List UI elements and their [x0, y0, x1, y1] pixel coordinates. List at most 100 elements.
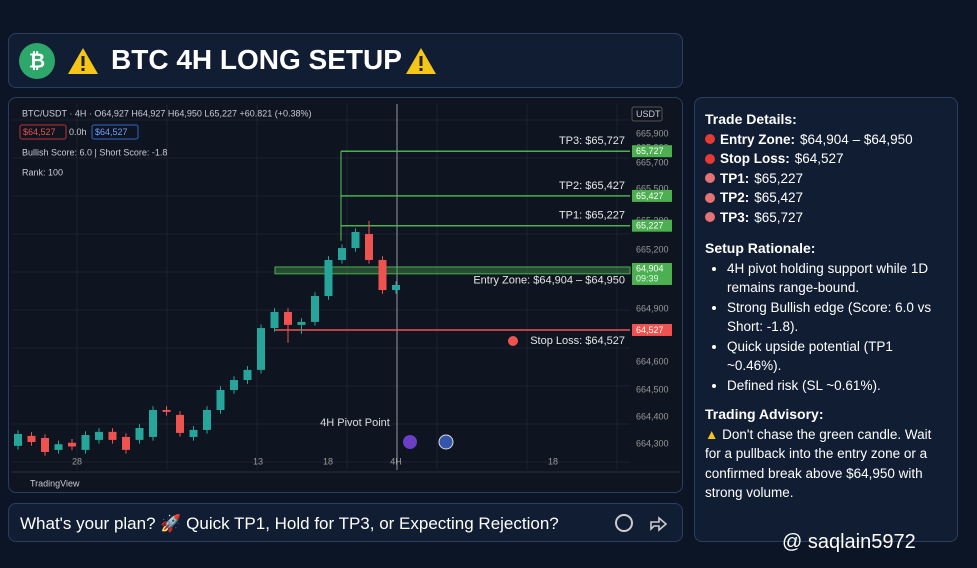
candle-body: [162, 409, 171, 412]
x-label: 4H: [390, 456, 402, 466]
detail-label: Entry Zone:: [720, 131, 796, 147]
price-label: 665,500: [636, 183, 669, 193]
candle-body: [54, 444, 63, 450]
price-label: 664,300: [636, 438, 669, 448]
badge-bg: [19, 124, 67, 140]
tp-tag-bg: [632, 145, 672, 158]
detail-row: TP1: $65,227: [705, 169, 947, 189]
detail-row: Stop Loss: $64,527: [705, 149, 947, 169]
event-icon: [438, 434, 454, 450]
detail-label: TP2:: [720, 190, 750, 205]
candle-body: [270, 311, 279, 329]
detail-row: TP3: $65,727: [705, 208, 947, 228]
candle-body: [311, 296, 319, 322]
tp-label: TP3: $65,727: [559, 135, 625, 147]
entry-time: 09:39: [636, 273, 659, 283]
badge: $64,527: [23, 127, 56, 137]
price-label: 664,900: [636, 303, 669, 313]
btc-icon: ₿: [29, 50, 45, 72]
annotation: 4H Pivot Point: [320, 417, 390, 429]
detail-icon: [705, 212, 715, 223]
symbol-line: BTC/USDT · 4H · O64,927 H64,927 H64,950 …: [22, 108, 312, 118]
badge: 0.0h: [69, 127, 87, 137]
x-label: 28: [72, 456, 82, 466]
x-label: 18: [323, 456, 333, 466]
stop-label: Stop Loss: $64,527: [530, 335, 625, 347]
candle-body: [95, 431, 103, 440]
price-label: 664,400: [636, 411, 669, 421]
candle-body: [27, 435, 36, 442]
tp-label: TP1: $65,227: [559, 210, 625, 222]
tp-tag-bg: [632, 189, 672, 202]
candle-body: [378, 259, 387, 291]
candle-body: [243, 369, 252, 381]
title-box: ₿ BTC 4H LONG SETUP: [8, 33, 683, 88]
x-label: 13: [253, 456, 263, 466]
watermark: @ saqlain5972: [782, 531, 916, 553]
candle-body: [392, 284, 400, 291]
detail-label: Stop Loss:: [720, 151, 790, 166]
detail-icon: [705, 153, 715, 164]
rationale-item: Strong Bullish edge (Score: 6.0 vs Short…: [727, 298, 947, 337]
candle-body: [176, 414, 184, 433]
event-icon: [403, 435, 417, 449]
entry-tag: 64,904: [636, 263, 664, 273]
section-title: Setup Rationale:: [705, 240, 816, 256]
candle-body: [230, 380, 238, 391]
detail-value: $65,727: [754, 209, 804, 225]
entry-zone: [274, 266, 631, 275]
warning-icon: [68, 48, 98, 74]
footer-box: What's your plan? 🚀 Quick TP1, Hold for …: [8, 503, 683, 542]
source: TradingView: [30, 478, 80, 488]
currency: USDT: [636, 109, 661, 119]
action-icons[interactable]: [609, 509, 669, 539]
detail-value: $64,904 – $64,950: [800, 131, 913, 147]
detail-value: $65,227: [754, 170, 804, 186]
section-title: Trading Advisory:: [705, 406, 824, 422]
chart-box: [8, 97, 683, 493]
candle-body: [284, 311, 292, 325]
trade-panel: Trade Details: Entry Zone: $64,904 – $64,…: [694, 97, 958, 542]
candle-body: [324, 259, 333, 297]
candle-body: [351, 231, 360, 249]
candle-body: [122, 436, 130, 450]
detail-icon: [705, 192, 715, 203]
section-title: Trade Details:: [705, 111, 797, 127]
scores: Bullish Score: 6.0 | Short Score: -1.8: [22, 147, 167, 157]
detail-value: $64,527: [794, 151, 844, 166]
candle-body: [149, 409, 157, 437]
tp-tag: 65,227: [636, 221, 664, 231]
entry-label: Entry Zone: $64,904 – $64,950: [473, 274, 625, 286]
question: What's your plan? 🚀 Quick TP1, Hold for …: [20, 514, 559, 533]
rationale-item: Defined risk (SL ~0.61%).: [727, 376, 947, 396]
candle-body: [189, 429, 198, 437]
price-label: 665,700: [636, 157, 669, 167]
advisory: ▲ Don't chase the green candle. Wait for…: [705, 426, 932, 501]
detail-row: TP2: $65,427: [705, 188, 947, 208]
tp-label: TP2: $65,427: [559, 180, 625, 192]
candle-body: [365, 234, 373, 260]
badge-bg: [91, 124, 139, 140]
tp-tag: 65,427: [636, 191, 664, 201]
price-label: 664,500: [636, 384, 669, 394]
price-label: 665,900: [636, 128, 669, 138]
warning-icon: [406, 48, 436, 74]
candle-body: [135, 427, 144, 440]
detail-value: $65,427: [754, 190, 804, 205]
candle-body: [297, 321, 306, 325]
detail-icon: [705, 134, 715, 145]
detail-label: TP1:: [720, 170, 750, 186]
rationale-item: 4H pivot holding support while 1D remain…: [727, 259, 947, 298]
advisory-text: Don't chase the green candle. Wait for a…: [705, 426, 932, 501]
rank: Rank: 100: [22, 167, 63, 177]
entry-tag-bg: [632, 262, 672, 285]
stop-tag: 64,527: [636, 325, 664, 335]
candle-body: [41, 437, 49, 452]
x-label: 18: [548, 456, 558, 466]
rationale-list: 4H pivot holding support while 1D remain…: [705, 259, 947, 396]
detail-label: TP3:: [720, 209, 750, 225]
details-list: Entry Zone: $64,904 – $64,950 Stop Loss: $6…: [705, 130, 947, 228]
candle-body: [216, 390, 225, 410]
